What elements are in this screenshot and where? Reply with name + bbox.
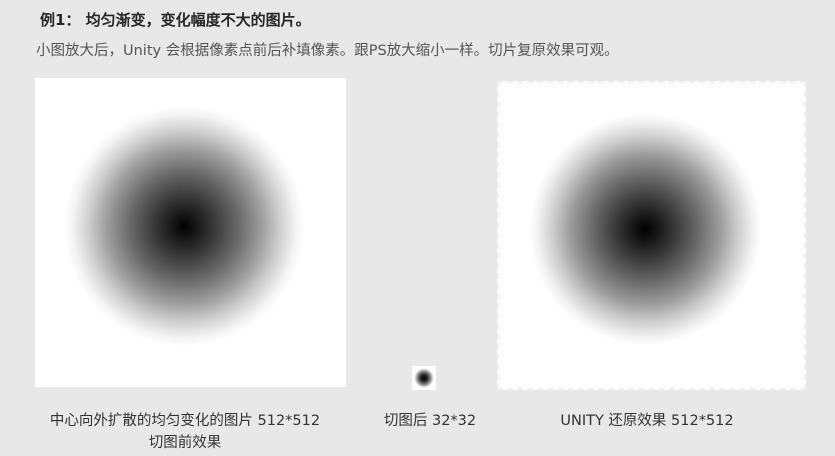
original-image-panel: [35, 78, 346, 387]
restored-image-panel: [497, 81, 806, 390]
heading: 例1： 均匀渐变，变化幅度不大的图片。: [40, 11, 311, 29]
caption-original-line1: 中心向外扩散的均匀变化的图片 512*512: [49, 413, 321, 429]
caption-restored: UNITY 还原效果 512*512: [560, 413, 734, 429]
caption-original-line2: 切图前效果: [148, 435, 222, 451]
sliced-image-thumbnail: [412, 366, 436, 390]
subheading: 小图放大后，Unity 会根据像素点前后补填像素。跟PS放大缩小一样。切片复原效…: [36, 43, 619, 59]
caption-sliced: 切图后 32*32: [383, 413, 477, 429]
radial-gradient-image-original: [35, 78, 346, 387]
radial-gradient-image-restored: [499, 83, 804, 388]
